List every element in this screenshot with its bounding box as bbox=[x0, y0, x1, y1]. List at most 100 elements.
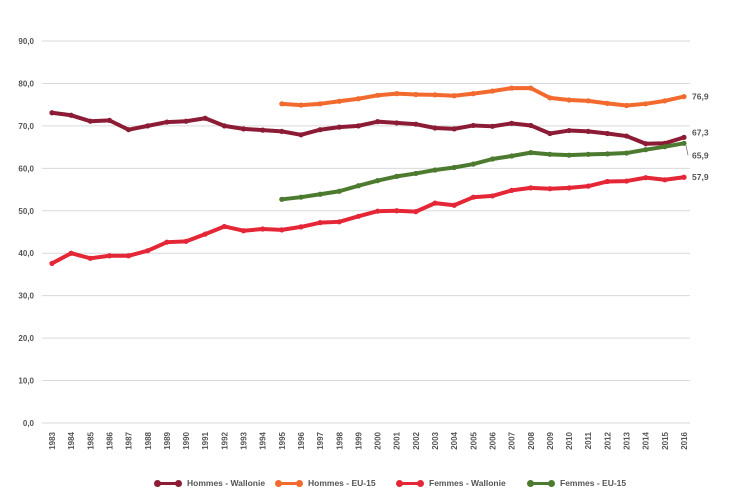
data-point bbox=[585, 98, 591, 104]
legend-swatch bbox=[275, 479, 303, 487]
data-point bbox=[470, 161, 476, 167]
series-1 bbox=[49, 110, 687, 147]
data-point bbox=[662, 144, 668, 150]
x-tick-label: 2016 bbox=[680, 431, 689, 449]
data-point bbox=[604, 130, 610, 137]
data-point bbox=[126, 253, 132, 259]
data-point bbox=[547, 151, 553, 157]
data-point bbox=[298, 224, 304, 230]
data-point bbox=[566, 185, 572, 191]
data-point bbox=[413, 91, 419, 98]
data-point bbox=[528, 122, 534, 129]
data-point bbox=[126, 127, 132, 133]
data-point bbox=[528, 150, 534, 156]
data-point bbox=[623, 150, 630, 156]
data-point bbox=[547, 95, 553, 101]
x-tick-label: 1990 bbox=[182, 431, 191, 449]
x-tick-label: 1997 bbox=[316, 431, 325, 449]
data-point bbox=[451, 93, 457, 99]
legend-swatch bbox=[154, 479, 182, 487]
x-tick-label: 2015 bbox=[661, 431, 670, 449]
x-tick-label: 1986 bbox=[105, 431, 114, 449]
x-tick-label: 1991 bbox=[201, 431, 210, 449]
data-point bbox=[68, 250, 74, 256]
data-point bbox=[489, 156, 496, 162]
data-point bbox=[317, 101, 323, 107]
legend-label: Hommes - EU-15 bbox=[308, 478, 376, 488]
data-point bbox=[394, 173, 400, 179]
y-axis-tick-labels: 0,0 10,0 20,0 30,0 40,0 50,0 60,0 70,0 80,0 90,0 bbox=[18, 37, 34, 428]
x-tick-label: 1985 bbox=[86, 431, 95, 449]
data-point bbox=[202, 115, 208, 121]
data-point bbox=[566, 152, 572, 158]
x-tick-label: 1987 bbox=[125, 431, 134, 449]
x-tick-label: 2007 bbox=[508, 431, 517, 449]
data-point bbox=[509, 153, 515, 159]
data-point bbox=[298, 102, 304, 108]
data-point bbox=[413, 121, 419, 127]
data-point bbox=[413, 170, 419, 177]
x-tick-label: 2001 bbox=[393, 431, 402, 449]
x-tick-label: 2012 bbox=[603, 431, 612, 449]
data-point bbox=[432, 200, 438, 206]
data-point bbox=[604, 151, 610, 157]
x-tick-label: 2002 bbox=[412, 431, 421, 449]
data-point bbox=[623, 102, 630, 109]
data-point bbox=[470, 122, 476, 129]
data-point bbox=[374, 92, 381, 98]
end-value-label: 65,9 bbox=[692, 150, 709, 160]
data-point bbox=[164, 239, 170, 245]
legend-item-hommes-eu15[interactable]: Hommes - EU-15 bbox=[275, 476, 376, 490]
data-point bbox=[106, 253, 113, 259]
series-3 bbox=[49, 174, 687, 267]
data-point bbox=[489, 193, 496, 199]
data-point bbox=[489, 88, 496, 94]
data-point bbox=[585, 183, 591, 189]
data-point bbox=[681, 134, 687, 140]
data-point bbox=[49, 260, 55, 267]
legend-item-hommes-wallonie[interactable]: Hommes - Wallonie bbox=[154, 476, 265, 490]
y-tick-label: 60,0 bbox=[18, 164, 34, 173]
y-tick-label: 0,0 bbox=[23, 419, 35, 428]
x-tick-label: 1989 bbox=[163, 431, 172, 449]
data-point bbox=[336, 188, 342, 194]
x-tick-label: 1984 bbox=[67, 431, 76, 449]
data-point bbox=[451, 164, 457, 171]
data-point bbox=[145, 123, 151, 129]
y-tick-label: 30,0 bbox=[18, 292, 34, 301]
data-point bbox=[451, 202, 457, 208]
gridlines bbox=[42, 40, 690, 424]
legend-label: Femmes - Wallonie bbox=[429, 478, 506, 488]
data-point bbox=[355, 96, 362, 102]
legend-label: Femmes - EU-15 bbox=[560, 478, 627, 488]
data-point bbox=[279, 101, 285, 107]
data-point bbox=[470, 91, 476, 97]
legend-item-femmes-eu15[interactable]: Femmes - EU-15 bbox=[527, 476, 627, 490]
data-point bbox=[643, 141, 649, 147]
series-line bbox=[50, 175, 686, 266]
x-tick-label: 1992 bbox=[220, 431, 229, 449]
data-point bbox=[547, 130, 553, 137]
series-line bbox=[279, 86, 686, 108]
x-tick-label: 2010 bbox=[565, 431, 574, 449]
end-value-label: 76,9 bbox=[692, 92, 709, 102]
x-tick-label: 2008 bbox=[527, 431, 536, 449]
data-point bbox=[585, 128, 591, 135]
x-axis-tick-labels: 1983 1984 1985 1986 1987 1988 1989 1990 1991 1992… bbox=[48, 431, 689, 449]
data-point bbox=[317, 220, 323, 226]
end-value-label: 67,3 bbox=[692, 127, 709, 137]
data-point bbox=[528, 85, 534, 91]
data-point bbox=[681, 140, 687, 146]
data-point bbox=[585, 151, 591, 157]
data-point bbox=[662, 98, 668, 104]
y-tick-label: 20,0 bbox=[18, 334, 34, 343]
data-point bbox=[221, 123, 227, 129]
data-point bbox=[87, 118, 93, 124]
data-point bbox=[221, 223, 227, 230]
data-point bbox=[374, 119, 381, 125]
legend-item-femmes-wallonie[interactable]: Femmes - Wallonie bbox=[396, 476, 506, 490]
label-leader-line bbox=[685, 145, 689, 156]
data-point bbox=[317, 127, 323, 133]
series-2 bbox=[279, 85, 687, 109]
data-point bbox=[662, 177, 668, 183]
